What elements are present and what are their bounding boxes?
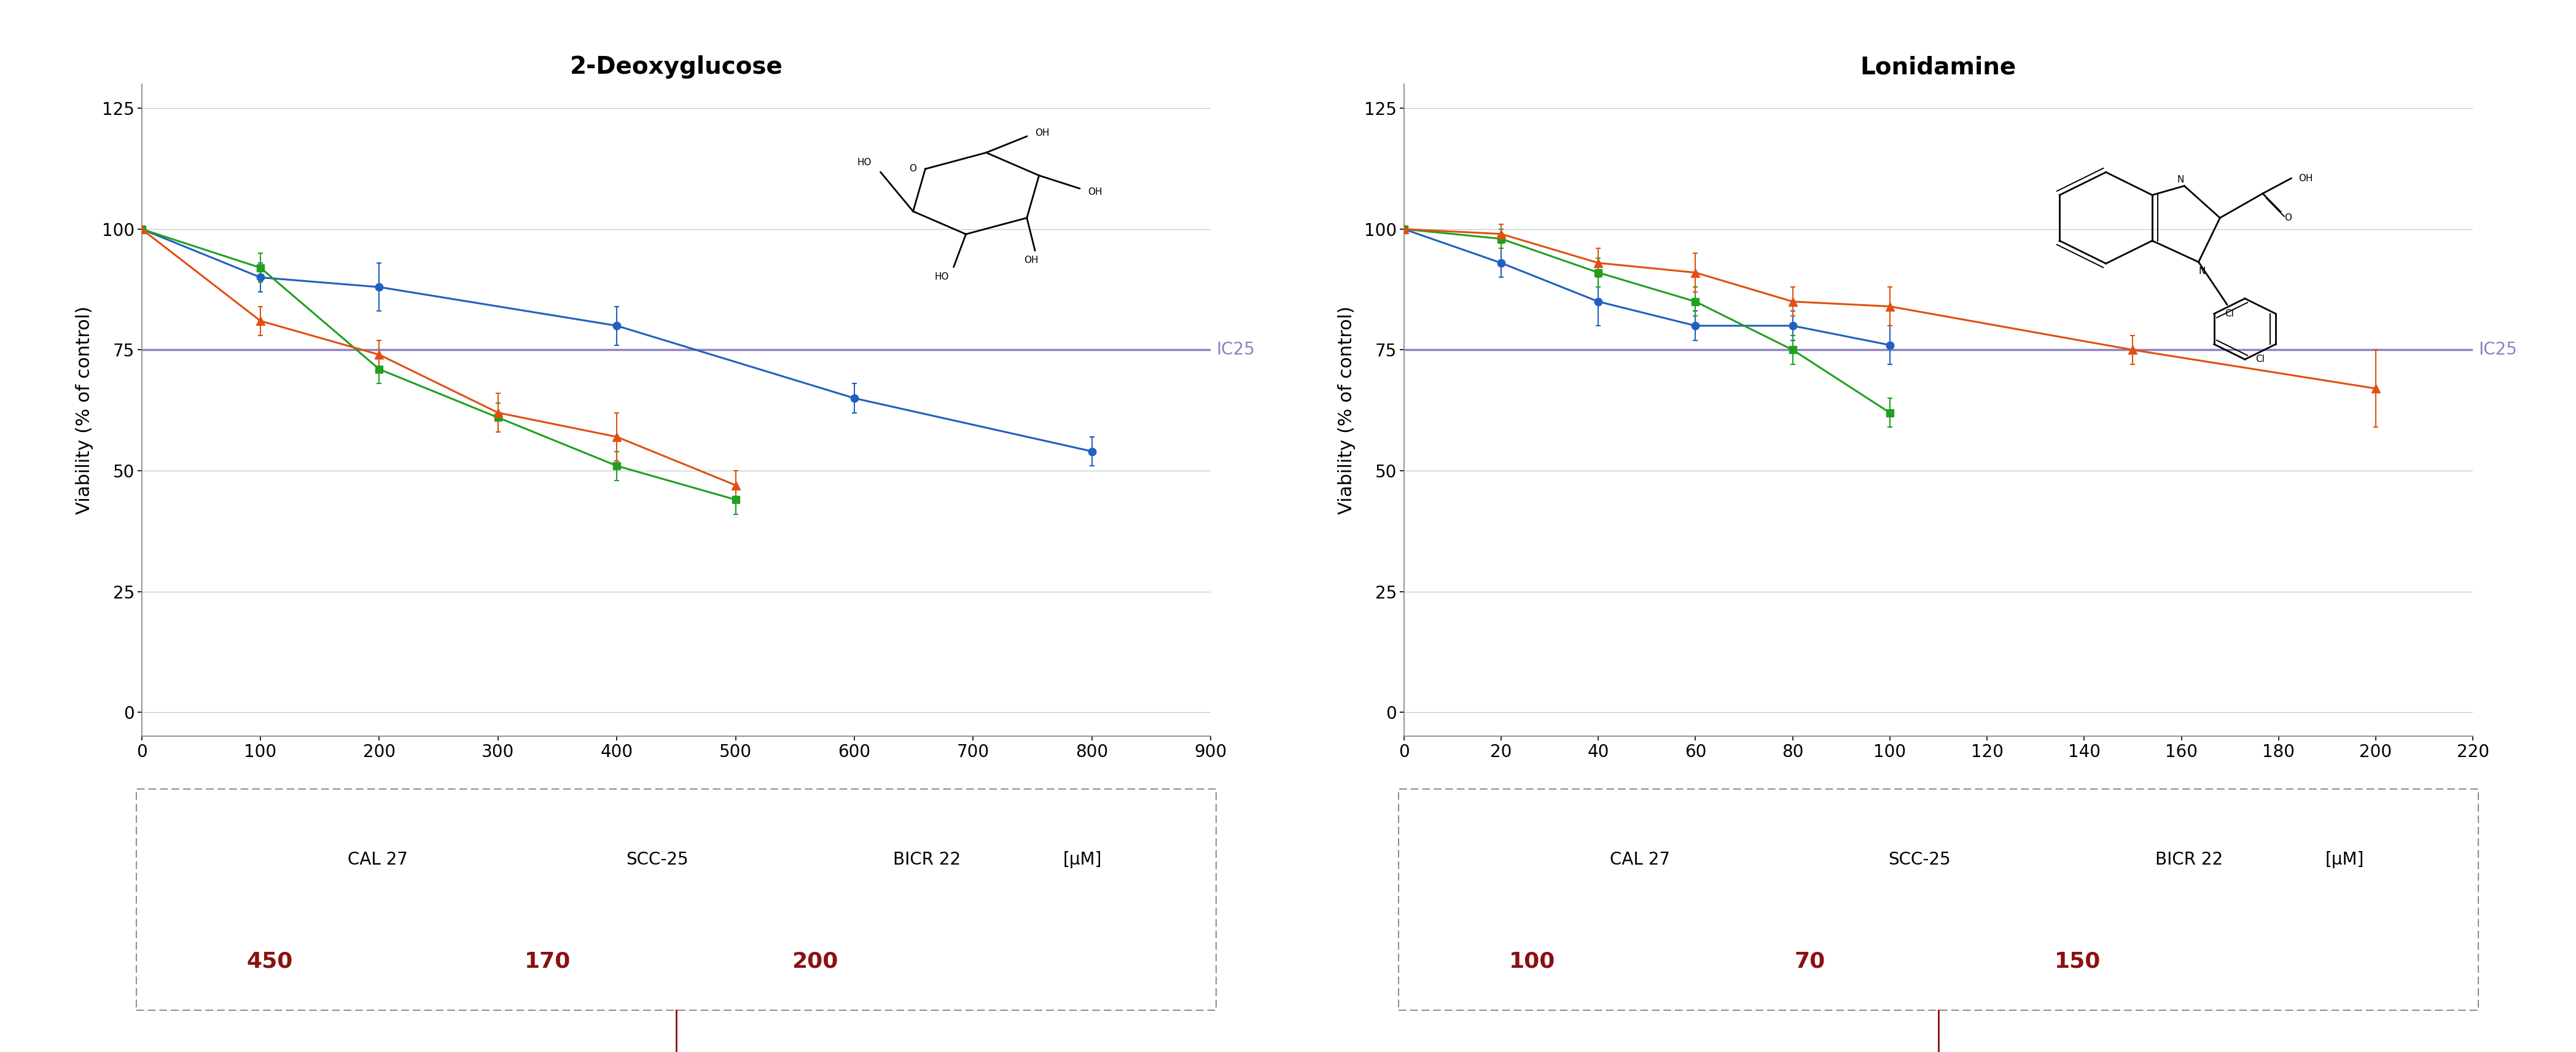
Text: 100: 100 <box>1510 951 1556 972</box>
Text: N: N <box>2177 176 2184 184</box>
Text: 70: 70 <box>1795 951 1826 972</box>
Text: BICR 22: BICR 22 <box>894 851 961 868</box>
Y-axis label: Viability (% of control): Viability (% of control) <box>75 306 93 514</box>
Text: OH: OH <box>1036 128 1048 138</box>
Text: [μM]: [μM] <box>2326 851 2365 868</box>
Y-axis label: Viability (% of control): Viability (% of control) <box>1337 306 1355 514</box>
Text: 150: 150 <box>2053 951 2099 972</box>
Text: CAL 27: CAL 27 <box>1610 851 1669 868</box>
Text: HO: HO <box>858 158 871 167</box>
Text: OH: OH <box>1023 256 1038 265</box>
Text: O: O <box>2285 214 2293 222</box>
Text: O: O <box>909 164 917 174</box>
Text: SCC-25: SCC-25 <box>1888 851 1950 868</box>
Text: N: N <box>2200 266 2205 276</box>
Text: SCC-25: SCC-25 <box>626 851 688 868</box>
Text: [μM]: [μM] <box>1064 851 1103 868</box>
Text: OH: OH <box>1087 187 1103 197</box>
Text: Cl: Cl <box>2226 309 2233 319</box>
Text: Cl: Cl <box>2257 355 2264 364</box>
Text: IC25: IC25 <box>1216 341 1255 359</box>
Title: Lonidamine: Lonidamine <box>1860 56 2017 79</box>
Text: 170: 170 <box>526 951 572 972</box>
Text: HO: HO <box>935 272 948 281</box>
Text: CAL 27: CAL 27 <box>348 851 407 868</box>
Text: IC25: IC25 <box>2478 341 2517 359</box>
Text: 200: 200 <box>791 951 837 972</box>
Text: BICR 22: BICR 22 <box>2156 851 2223 868</box>
Text: 450: 450 <box>247 951 294 972</box>
Text: OH: OH <box>2298 174 2313 183</box>
Title: 2-Deoxyglucose: 2-Deoxyglucose <box>569 56 783 79</box>
